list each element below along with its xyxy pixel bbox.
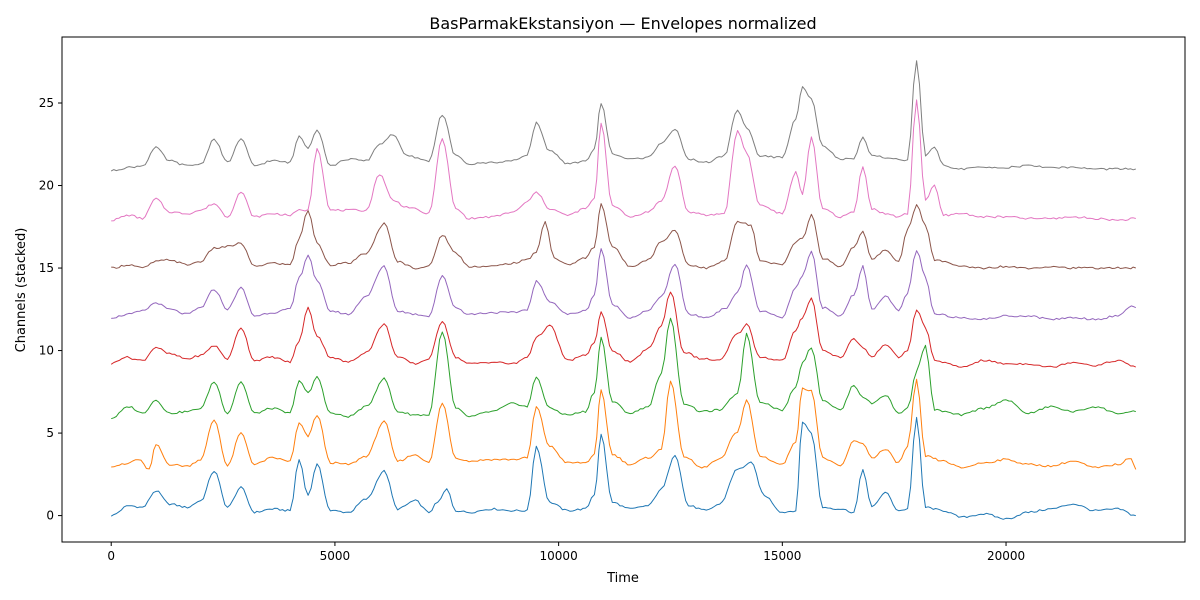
series-line-7 (111, 99, 1136, 222)
series-line-6 (111, 203, 1136, 270)
series-line-5 (111, 248, 1137, 321)
series-line-2 (111, 378, 1137, 470)
series-line-4 (110, 291, 1137, 368)
x-tick-label: 20000 (987, 549, 1025, 563)
y-tick-label: 10 (39, 344, 54, 358)
y-tick-label: 5 (46, 426, 54, 440)
x-tick-label: 0 (107, 549, 115, 563)
plot-frame (61, 36, 1186, 543)
series-line-8 (110, 60, 1136, 172)
x-axis: 0 5000 10000 15000 20000 (107, 542, 1025, 563)
y-tick-label: 15 (39, 261, 54, 275)
y-tick-label: 20 (39, 179, 54, 193)
x-axis-title: Time (606, 571, 639, 586)
x-tick-label: 5000 (320, 549, 351, 563)
y-tick-label: 0 (46, 509, 54, 523)
series-line-1 (110, 416, 1136, 520)
x-tick-label: 15000 (763, 549, 801, 563)
series-line-3 (111, 317, 1136, 420)
plot-area (110, 60, 1137, 520)
y-axis: 0 5 10 15 20 25 (39, 96, 62, 523)
y-axis-title: Channels (stacked) (14, 228, 29, 353)
chart-title: BasParmakEkstansiyon — Envelopes normali… (429, 14, 816, 33)
x-tick-label: 10000 (540, 549, 578, 563)
y-tick-label: 25 (39, 96, 54, 110)
